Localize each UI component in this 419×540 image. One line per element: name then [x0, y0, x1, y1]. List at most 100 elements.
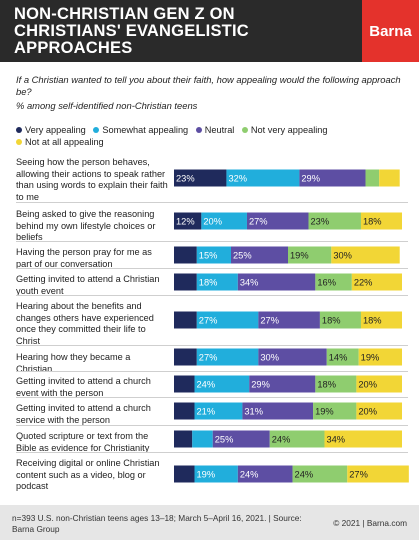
data-label: 22% — [354, 277, 373, 287]
row-divider — [16, 345, 408, 346]
category-label: Seeing how the person behaves, allowing … — [16, 157, 168, 202]
bar-segment — [319, 311, 361, 329]
row-divider — [16, 268, 408, 269]
data-label: 18% — [317, 379, 336, 389]
bar-segment — [360, 212, 402, 230]
data-label: 21% — [197, 406, 216, 416]
data-label: 25% — [215, 434, 234, 444]
legend-swatch — [241, 127, 248, 133]
data-label: 24% — [272, 434, 291, 444]
bar-segment — [313, 402, 357, 420]
legend-label: Somewhat appealing — [102, 125, 189, 135]
bar-segment — [356, 375, 402, 393]
category-label: Hearing how they became a Christian — [16, 352, 131, 374]
data-label: 14% — [329, 352, 348, 362]
bar-segment — [237, 465, 293, 483]
data-label: 27% — [249, 216, 268, 226]
barna-logo-text: Barna — [369, 22, 412, 40]
category-label: Getting invited to attend a Christian yo… — [16, 274, 160, 296]
data-label: 32% — [228, 173, 247, 183]
bar-segment — [308, 212, 361, 230]
data-label: 24% — [197, 379, 216, 389]
data-label: 30% — [260, 352, 279, 362]
bar-segment — [299, 169, 366, 187]
bar-segment — [201, 212, 247, 230]
bar-segment — [196, 246, 231, 264]
legend: Very appealing Somewhat appealing Neutra… — [16, 124, 411, 148]
data-label: 27% — [199, 352, 218, 362]
bar-segment — [174, 246, 197, 264]
row-divider — [16, 425, 408, 426]
category-label: Getting invited to attend a church event… — [16, 376, 151, 398]
bar-segment — [292, 465, 348, 483]
bar-segment — [288, 246, 332, 264]
bar-segment — [174, 402, 195, 420]
data-label: 20% — [203, 216, 222, 226]
bar-segment — [242, 402, 314, 420]
legend-label: Not very appealing — [250, 125, 328, 135]
category-label: Getting invited to attend a church servi… — [16, 403, 151, 425]
bar-segment — [174, 430, 193, 448]
category-label: Quoted scripture or text from the Bible … — [16, 431, 150, 453]
row-divider — [16, 397, 408, 398]
bar-segment — [237, 273, 316, 291]
data-label: 27% — [349, 469, 368, 479]
bar-segment — [174, 348, 197, 366]
bar-segment — [347, 465, 409, 483]
data-label: 29% — [251, 379, 270, 389]
survey-question: If a Christian wanted to tell you about … — [16, 74, 401, 97]
row-divider — [16, 452, 408, 453]
data-label: 27% — [199, 315, 218, 325]
data-label: 23% — [176, 173, 195, 183]
bar-segment — [194, 465, 238, 483]
bar-segment — [192, 430, 213, 448]
bar-segment — [226, 169, 300, 187]
row-divider — [16, 371, 408, 372]
data-label: 18% — [199, 277, 218, 287]
bar-segment — [246, 212, 309, 230]
data-label: 12% — [176, 216, 195, 226]
bar-segment — [194, 375, 250, 393]
bar-segment — [174, 273, 197, 291]
bar-segment — [315, 273, 352, 291]
data-label: 19% — [197, 469, 216, 479]
bar-segment — [269, 430, 325, 448]
data-label: 20% — [358, 379, 377, 389]
data-label: 19% — [290, 250, 309, 260]
category-label: Receiving digital or online Christian co… — [16, 458, 160, 491]
survey-subtitle: % among self-identified non-Christian te… — [16, 100, 198, 111]
category-label: Having the person pray for me as part of… — [16, 247, 152, 269]
bar-segment — [315, 375, 357, 393]
data-label: 15% — [199, 250, 218, 260]
bar-segment — [174, 311, 197, 329]
legend-item-very-appealing: Very appealing — [16, 124, 86, 136]
bar-segment — [249, 375, 316, 393]
bar-segment — [174, 375, 195, 393]
bar-segment — [351, 273, 402, 291]
bar-segment — [356, 402, 402, 420]
row-divider — [16, 295, 408, 296]
chart-title: NON-CHRISTIAN GEN Z ON CHRISTIANS' EVANG… — [14, 5, 249, 57]
category-label: Being asked to give the reasoning behind… — [16, 209, 156, 242]
legend-label: Very appealing — [25, 125, 86, 135]
data-label: 19% — [361, 352, 380, 362]
bar-segment — [196, 311, 259, 329]
bar-segment — [212, 430, 270, 448]
bar-segment — [194, 402, 243, 420]
barna-logo: Barna — [362, 0, 419, 62]
bar-segment — [365, 169, 380, 187]
legend-swatch — [93, 127, 100, 133]
bar-segment — [174, 465, 195, 483]
legend-swatch — [195, 127, 202, 133]
data-label: 18% — [363, 315, 382, 325]
bar-segment — [331, 246, 400, 264]
copyright: © 2021 | Barna.com — [333, 518, 407, 528]
bar-segment — [258, 311, 320, 329]
legend-item-not-at-all-appealing: Not at all appealing — [16, 136, 104, 148]
data-label: 30% — [333, 250, 352, 260]
bar-segment — [360, 311, 402, 329]
data-label: 27% — [260, 315, 279, 325]
legend-label: Neutral — [204, 125, 235, 135]
category-label: Hearing about the benefits and changes o… — [16, 301, 154, 346]
